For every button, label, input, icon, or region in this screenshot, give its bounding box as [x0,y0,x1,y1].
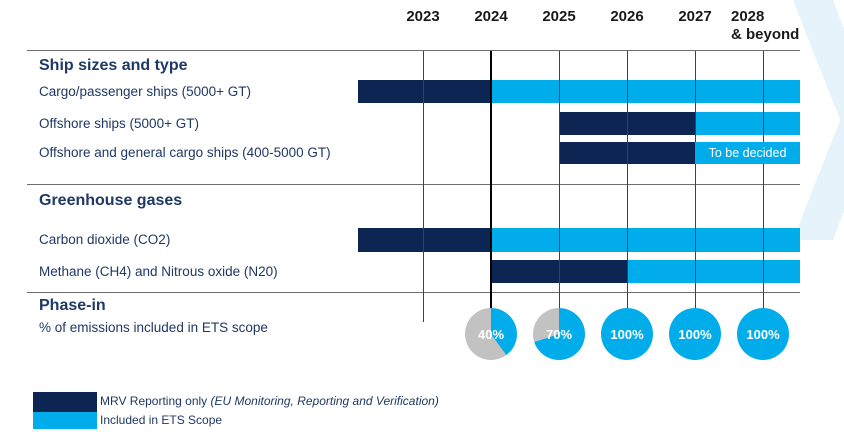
axis-baseline [27,50,800,51]
timeline-bar-mrv [358,228,491,252]
phase-in-pie-2026: 100% [601,308,653,360]
year-label-2024: 2024 [474,8,508,25]
phase-in-pie-2025: 70% [533,308,585,360]
timeline-bar-ets [491,228,800,252]
section-divider [27,184,800,185]
section-heading-ship-sizes: Ship sizes and type [39,57,188,74]
row-label-pct-emissions-in-ets-scope: % of emissions included in ETS scope [39,320,268,335]
phase-in-pct-label: 40% [477,326,505,342]
grid-line-2024 [490,51,492,308]
phase-in-pct-label: 70% [545,326,573,342]
grid-line-2023 [423,51,424,322]
phase-in-pie-2027: 100% [669,308,721,360]
grid-line-2026 [627,51,628,308]
row-label-methane-nitrous-oxide: Methane (CH4) and Nitrous oxide (N20) [39,264,278,279]
phase-in-pie-2028: 100% [737,308,789,360]
legend-item-ets: Included in ETS Scope [33,412,439,429]
timeline-bar-ets-to-be-decided: To be decided [695,142,800,164]
legend-label-mrv-text: MRV Reporting only [100,394,211,409]
section-heading-greenhouse-gases: Greenhouse gases [39,192,183,209]
year-label-2023: 2023 [406,8,440,25]
legend-label-mrv: MRV Reporting only (EU Monitoring, Repor… [100,395,439,408]
timeline-bar-mrv [358,80,491,103]
section-heading-phase-in: Phase-in [39,297,106,314]
row-label-carbon-dioxide: Carbon dioxide (CO2) [39,232,171,247]
year-label-2027: 2027 [678,8,712,25]
phase-in-pie-2024: 40% [465,308,517,360]
year-label-2028: 2028 & beyond [731,8,800,43]
legend: MRV Reporting only (EU Monitoring, Repor… [33,392,439,429]
row-label-offshore-general-cargo-ships: Offshore and general cargo ships (400-50… [39,145,331,160]
phase-in-pct-label: 100% [610,326,644,342]
legend-label-ets: Included in ETS Scope [100,412,223,427]
grid-line-2025 [559,51,560,308]
phase-in-pct-label: 100% [678,326,712,342]
legend-label-mrv-italic: (EU Monitoring, Reporting and Verificati… [210,394,439,409]
phase-in-pct-label: 100% [746,326,780,342]
timeline-bar-ets [491,80,800,103]
section-divider [27,292,800,293]
timeline-bar-ets [627,260,800,283]
legend-item-mrv: MRV Reporting only (EU Monitoring, Repor… [33,392,439,412]
timeline-bar-ets [695,112,800,135]
row-label-cargo-passenger-ships: Cargo/passenger ships (5000+ GT) [39,84,251,99]
legend-swatch-mrv [33,392,97,412]
grid-line-2027 [695,51,696,308]
year-label-2025: 2025 [542,8,576,25]
grid-line-2028 [763,51,764,308]
year-label-2026: 2026 [610,8,644,25]
row-label-offshore-ships: Offshore ships (5000+ GT) [39,116,199,131]
legend-swatch-ets [33,412,97,429]
